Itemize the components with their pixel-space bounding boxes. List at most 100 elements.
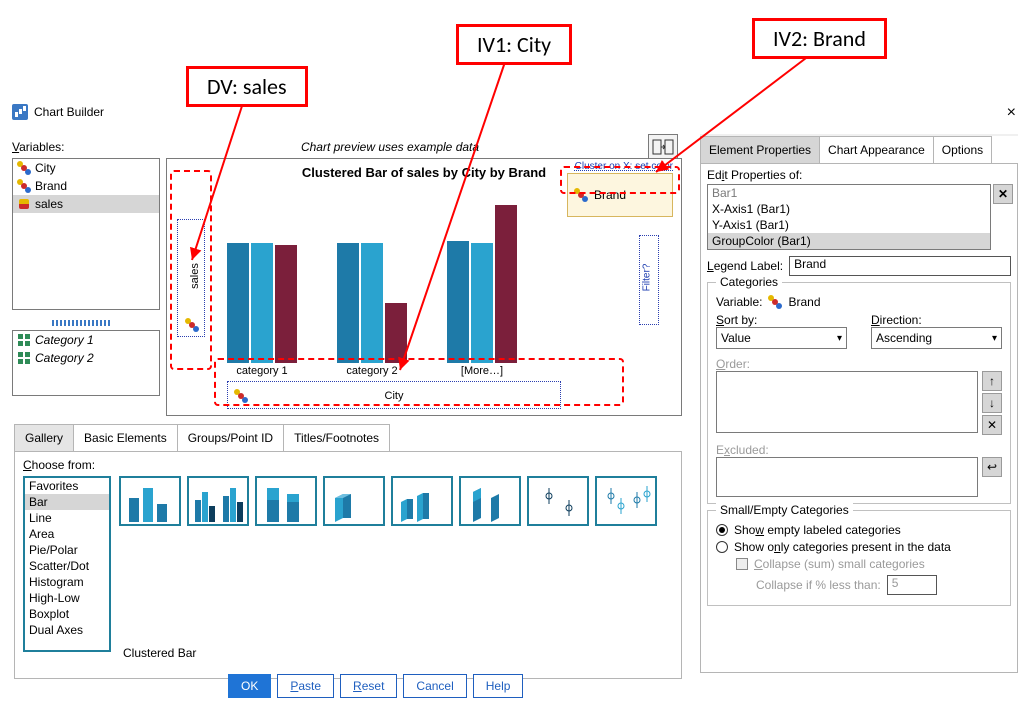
annotation-iv2: IV2: Brand [752,18,887,59]
categories-list[interactable]: Category 1 Category 2 [12,330,160,396]
paste-button[interactable]: Paste [277,674,334,698]
chart-preview-panel[interactable]: Clustered Bar of sales by City by Brand … [166,158,682,416]
help-button[interactable]: Help [473,674,524,698]
variable-label: Brand [35,179,67,193]
filter-drop-zone[interactable]: Filter? [639,235,659,325]
order-move-up[interactable]: ↑ [982,371,1002,391]
radio-show-only[interactable] [716,541,728,553]
categories-group: Categories Variable: Brand Sort by: Valu… [707,282,1011,504]
collapse-value-input[interactable]: 5 [887,575,937,595]
edit-properties-label: Edit Properties of: [707,168,1011,182]
sort-by-value: Value [721,331,751,345]
transfer-button[interactable] [648,134,678,160]
variables-list[interactable]: City Brand sales [12,158,160,310]
chart-type-item[interactable]: Boxplot [25,606,109,622]
category-label: Category 1 [35,333,94,347]
x-axis-drop-zone[interactable]: City [227,381,561,409]
x-category-label: category 1 [217,365,307,377]
bar [361,243,383,363]
chart-type-item[interactable]: Histogram [25,574,109,590]
thumb-clustered-bar[interactable] [187,476,249,526]
order-remove[interactable]: ✕ [982,415,1002,435]
variable-item-city[interactable]: City [13,159,159,177]
tab-element-properties[interactable]: Element Properties [700,136,820,163]
properties-item[interactable]: Y-Axis1 (Bar1) [708,217,990,233]
checkbox-collapse-label: Collapse (sum) small categories [754,557,925,571]
cluster-drop-zone[interactable]: Brand [567,173,673,217]
category-item[interactable]: Category 2 [13,349,159,367]
thumb-clustered-error-bar[interactable] [595,476,657,526]
transfer-icon [652,138,674,156]
chart-type-item[interactable]: Favorites [25,478,109,494]
chart-type-item[interactable]: Scatter/Dot [25,558,109,574]
chart-type-item[interactable]: Pie/Polar [25,542,109,558]
thumb-simple-bar[interactable] [119,476,181,526]
cat-variable-value: Brand [788,295,820,309]
x-axis-label: City [385,390,404,402]
category-label: Category 2 [35,351,94,365]
category-item[interactable]: Category 1 [13,331,159,349]
radio-show-empty[interactable] [716,524,728,536]
chart-type-item[interactable]: High-Low [25,590,109,606]
chart-type-item[interactable]: Line [25,510,109,526]
remove-element-button[interactable]: ✕ [993,184,1013,204]
tab-options[interactable]: Options [933,136,992,163]
thumb-3d-stacked[interactable] [459,476,521,526]
bar [251,243,273,363]
tab-basic-elements[interactable]: Basic Elements [73,424,178,451]
legend-label-label: Legend Label: [707,259,783,273]
properties-list[interactable]: Bar1 X-Axis1 (Bar1) Y-Axis1 (Bar1) Group… [707,184,991,250]
checkbox-collapse[interactable] [736,558,748,570]
properties-item[interactable]: GroupColor (Bar1) [708,233,990,249]
variable-label: City [35,161,56,175]
nominal-icon [234,389,248,403]
nominal-icon [17,161,31,175]
properties-item[interactable]: X-Axis1 (Bar1) [708,201,990,217]
splitter-handle[interactable] [52,320,112,326]
thumb-error-bar[interactable] [527,476,589,526]
cat-variable-label: Variable: [716,295,762,309]
categories-title: Categories [716,275,782,289]
thumb-3d-clustered[interactable] [391,476,453,526]
variable-item-brand[interactable]: Brand [13,177,159,195]
legend-label-input[interactable]: Brand [789,256,1011,276]
direction-label: Direction: [871,313,1002,327]
selected-thumb-label: Clustered Bar [123,646,196,660]
small-empty-group: Small/Empty Categories Show empty labele… [707,510,1011,606]
direction-select[interactable]: Ascending▾ [871,327,1002,349]
chart-type-item[interactable]: Bar [25,494,109,510]
sort-by-select[interactable]: Value▾ [716,327,847,349]
ok-button[interactable]: OK [228,674,271,698]
excluded-listbox[interactable] [716,457,978,497]
properties-item[interactable]: Bar1 [708,185,990,201]
order-move-down[interactable]: ↓ [982,393,1002,413]
order-listbox[interactable] [716,371,978,433]
reset-button[interactable]: Reset [340,674,397,698]
cancel-button[interactable]: Cancel [403,674,466,698]
chart-type-item[interactable]: Area [25,526,109,542]
tab-gallery[interactable]: Gallery [14,424,74,451]
chart-type-item[interactable]: Dual Axes [25,622,109,638]
chart-type-list[interactable]: Favorites Bar Line Area Pie/Polar Scatte… [23,476,111,652]
chart-area: category 1 category 2 [More…] [227,189,561,363]
radio-show-only-label: Show only categories present in the data [734,540,951,554]
category-icon [17,333,31,347]
tab-groups-point-id[interactable]: Groups/Point ID [177,424,284,451]
order-label: Order: [716,357,1002,371]
bar [275,245,297,363]
window-close-button[interactable]: × [1007,104,1016,122]
small-empty-title: Small/Empty Categories [716,503,853,517]
nominal-icon [17,179,31,193]
excluded-restore[interactable]: ↩ [982,457,1002,477]
x-category-label: [More…] [437,365,527,377]
variable-item-sales[interactable]: sales [13,195,159,213]
tab-titles-footnotes[interactable]: Titles/Footnotes [283,424,390,451]
window-title: Chart Builder [34,105,104,119]
thumb-stacked-bar[interactable] [255,476,317,526]
annotation-iv1: IV1: City [456,24,572,65]
bar [337,243,359,363]
tab-chart-appearance[interactable]: Chart Appearance [819,136,934,163]
bar [471,243,493,363]
thumb-3d-bar[interactable] [323,476,385,526]
y-axis-drop-zone[interactable]: sales [177,219,205,337]
